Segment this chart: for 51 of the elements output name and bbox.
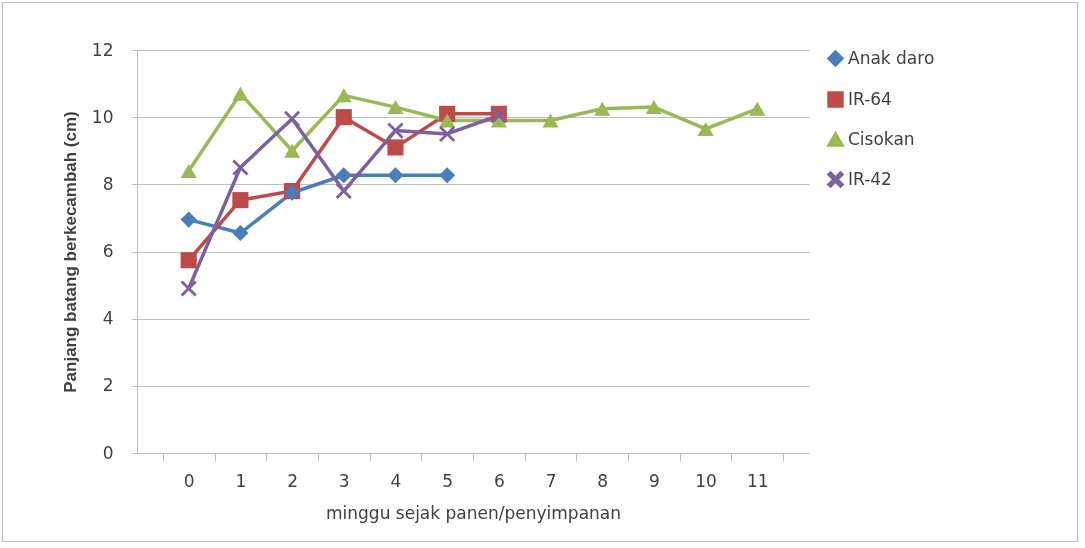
x-tick-label: 1 <box>235 470 247 491</box>
y-axis-title: Panjang batang berkecambah (cm) <box>60 111 80 393</box>
point <box>387 100 404 115</box>
point <box>542 113 559 128</box>
point <box>284 143 301 158</box>
point <box>387 122 404 139</box>
point <box>284 110 301 127</box>
x-tick-label: 9 <box>649 470 660 491</box>
x-tick-label: 11 <box>746 470 769 491</box>
point <box>387 139 404 156</box>
x-tick-label: 10 <box>695 470 717 491</box>
x-tick-label: 5 <box>442 470 454 491</box>
point <box>180 280 197 297</box>
y-tick-label: 10 <box>91 106 114 127</box>
x-tick-label: 6 <box>493 470 505 491</box>
legend-label: Anak daro <box>848 47 935 68</box>
point <box>387 167 404 184</box>
legend-label: IR-42 <box>848 168 892 189</box>
point <box>232 224 249 242</box>
x-axis-title: minggu sejak panen/penyimpanan <box>325 502 622 523</box>
legend-label: IR-64 <box>848 88 892 109</box>
point <box>439 113 456 128</box>
point <box>439 125 456 143</box>
x-tick-label: 8 <box>597 470 609 491</box>
x-tick-label: 0 <box>183 470 195 491</box>
y-tick-label: 2 <box>102 375 114 396</box>
point <box>645 100 662 115</box>
point <box>335 167 352 184</box>
y-tick-label: 4 <box>102 308 114 329</box>
point <box>232 86 249 101</box>
x-tick-label: 2 <box>287 470 298 491</box>
point <box>749 101 766 116</box>
point <box>439 167 456 184</box>
point <box>335 182 352 200</box>
point <box>180 163 197 178</box>
point <box>697 121 714 136</box>
y-tick-label: 0 <box>102 442 114 463</box>
y-tick-label: 6 <box>102 241 114 261</box>
x-tick-label: 7 <box>545 470 557 491</box>
x-tick-label: 3 <box>338 470 350 491</box>
point <box>180 252 197 269</box>
legend-label: Cisokan <box>848 128 915 149</box>
point <box>180 211 197 228</box>
point <box>335 109 352 126</box>
point <box>232 192 249 209</box>
x-tick-label: 4 <box>390 470 402 491</box>
point <box>594 101 611 116</box>
y-tick-label: 12 <box>91 39 114 60</box>
y-tick-label: 8 <box>102 173 114 194</box>
point <box>335 88 352 103</box>
point <box>232 159 249 176</box>
